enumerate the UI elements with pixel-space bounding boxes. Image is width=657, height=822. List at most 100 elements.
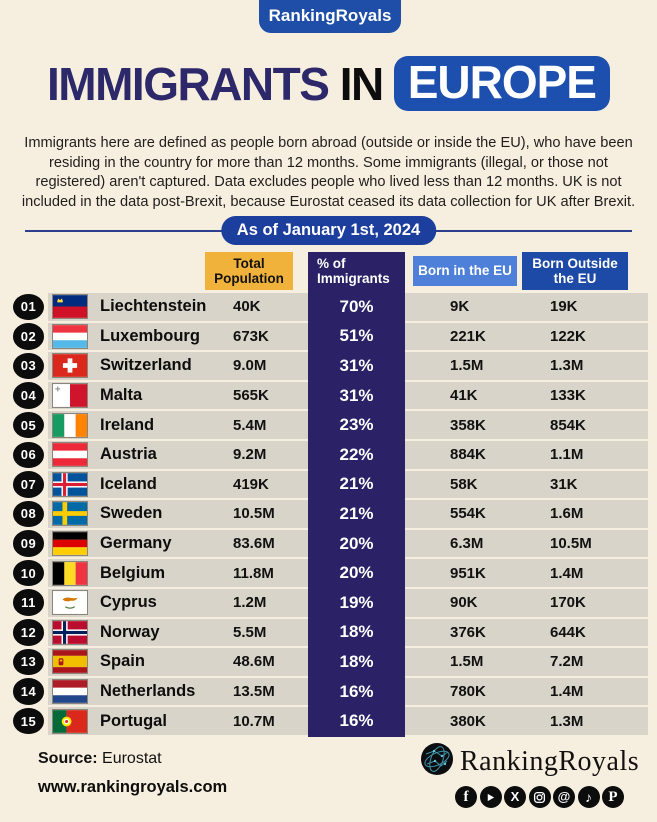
born-in-eu-value: 376K — [450, 623, 486, 641]
population-value: 1.2M — [233, 594, 267, 612]
row-right-segment: 9K 19K — [405, 293, 648, 321]
immigrant-pct: 19% — [339, 592, 374, 612]
population-value: 565K — [233, 387, 269, 405]
population-value: 5.5M — [233, 623, 267, 641]
rank-cell: 12 — [0, 619, 48, 647]
norway-flag-icon — [52, 619, 88, 645]
table-row: 02 Luxembourg 673K 51% 221K 122K — [0, 322, 657, 351]
row-right-segment: 1.5M 7.2M — [405, 648, 648, 676]
threads-icon[interactable]: @ — [553, 786, 575, 808]
malta-flag-icon — [52, 383, 88, 409]
table-row: 13 Spain 48.6M 18% 1.5M 7.2M — [0, 648, 657, 676]
sweden-flag-icon — [52, 501, 88, 527]
born-in-eu-value: 1.5M — [450, 653, 484, 671]
facebook-icon[interactable]: f — [455, 786, 477, 808]
title-highlight-europe: EUROPE — [393, 56, 610, 111]
table-row: 12 Norway 5.5M 18% 376K 644K — [0, 618, 657, 647]
rank-cell: 05 — [0, 411, 48, 439]
born-in-eu-value: 221K — [450, 327, 486, 345]
row-right-segment: 376K 644K — [405, 618, 648, 647]
row-left-segment: Luxembourg 673K — [48, 322, 308, 351]
born-in-eu-value: 951K — [450, 564, 486, 582]
belgium-flag-icon — [52, 560, 88, 586]
born-in-eu-value: 6.3M — [450, 535, 484, 553]
tiktok-icon[interactable]: ♪ — [577, 786, 600, 808]
row-left-segment: Portugal 10.7M — [48, 707, 308, 735]
row-left-segment: Belgium 11.8M — [48, 559, 308, 587]
population-value: 83.6M — [233, 535, 275, 553]
immigrant-pct: 51% — [339, 326, 374, 346]
x-icon[interactable]: X — [504, 786, 526, 808]
luxembourg-flag-icon — [52, 323, 88, 349]
rank-badge: 08 — [13, 500, 44, 528]
row-left-segment: Austria 9.2M — [48, 440, 308, 469]
row-left-segment: Netherlands 13.5M — [48, 677, 308, 706]
country-name: Luxembourg — [100, 326, 200, 345]
row-right-segment: 780K 1.4M — [405, 677, 648, 706]
table-row: 01 Liechtenstein 40K 70% 9K 19K — [0, 293, 657, 321]
row-right-segment: 358K 854K — [405, 411, 648, 439]
spain-flag-icon — [52, 649, 88, 675]
switzerland-flag-icon — [52, 353, 88, 379]
rank-cell: 08 — [0, 500, 48, 528]
rank-badge: 15 — [13, 707, 44, 735]
row-right-segment: 90K 170K — [405, 588, 648, 617]
header-born-in-eu: Born in the EU — [413, 256, 517, 286]
row-left-segment: Switzerland 9.0M — [48, 352, 308, 380]
rank-cell: 13 — [0, 648, 48, 676]
born-outside-eu-value: 31K — [550, 475, 578, 493]
header-total-population: Total Population — [205, 252, 293, 290]
row-right-segment: 380K 1.3M — [405, 707, 648, 735]
header-born-outside-eu: Born Outside the EU — [522, 252, 628, 290]
row-right-segment: 1.5M 1.3M — [405, 352, 648, 380]
table-row: 08 Sweden 10.5M 21% 554K 1.6M — [0, 500, 657, 528]
germany-flag-icon — [52, 531, 88, 557]
header-pct-immigrants: % of Immigrants — [308, 252, 405, 290]
country-name: Belgium — [100, 563, 166, 582]
row-left-segment: Iceland 419K — [48, 470, 308, 499]
immigrant-pct: 22% — [339, 444, 374, 464]
population-value: 11.8M — [233, 564, 274, 582]
immigrant-pct: 70% — [339, 296, 374, 316]
row-left-segment: Malta 565K — [48, 381, 308, 410]
immigrant-pct: 31% — [339, 355, 374, 375]
population-value: 9.2M — [233, 446, 267, 464]
country-name: Malta — [100, 386, 143, 405]
country-name: Switzerland — [100, 356, 192, 375]
country-name: Netherlands — [100, 682, 196, 701]
born-outside-eu-value: 1.6M — [550, 505, 584, 523]
born-outside-eu-value: 122K — [550, 327, 586, 345]
table-row: 09 Germany 83.6M 20% 6.3M 10.5M — [0, 529, 657, 558]
population-value: 40K — [233, 298, 261, 316]
table-row: 06 Austria 9.2M 22% 884K 1.1M — [0, 440, 657, 469]
immigrant-pct: 16% — [339, 711, 374, 731]
as-of-pill: As of January 1st, 2024 — [220, 216, 437, 245]
immigrant-pct: 23% — [339, 415, 374, 435]
pinterest-icon[interactable]: P — [602, 786, 624, 808]
netherlands-flag-icon — [52, 679, 88, 705]
rank-badge: 13 — [13, 648, 44, 676]
row-right-segment: 58K 31K — [405, 470, 648, 499]
born-in-eu-value: 380K — [450, 712, 486, 730]
born-outside-eu-value: 19K — [550, 298, 578, 316]
population-value: 10.7M — [233, 712, 275, 730]
rank-cell: 04 — [0, 382, 48, 410]
row-left-segment: Ireland 5.4M — [48, 411, 308, 439]
row-right-segment: 6.3M 10.5M — [405, 529, 648, 558]
rank-cell: 15 — [0, 707, 48, 735]
row-left-segment: Spain 48.6M — [48, 648, 308, 676]
instagram-icon[interactable] — [528, 786, 551, 808]
country-name: Portugal — [100, 711, 167, 730]
immigrant-pct: 18% — [339, 651, 374, 671]
website-url[interactable]: www.rankingroyals.com — [38, 778, 228, 796]
rank-cell: 01 — [0, 293, 48, 321]
born-in-eu-value: 90K — [450, 594, 478, 612]
rank-badge: 14 — [13, 678, 44, 705]
born-in-eu-value: 41K — [450, 387, 478, 405]
country-name: Iceland — [100, 474, 157, 493]
youtube-icon[interactable] — [479, 786, 502, 808]
born-outside-eu-value: 1.4M — [550, 683, 584, 701]
born-outside-eu-value: 170K — [550, 594, 586, 612]
born-outside-eu-value: 854K — [550, 416, 586, 434]
table-row: 05 Ireland 5.4M 23% 358K 854K — [0, 411, 657, 439]
